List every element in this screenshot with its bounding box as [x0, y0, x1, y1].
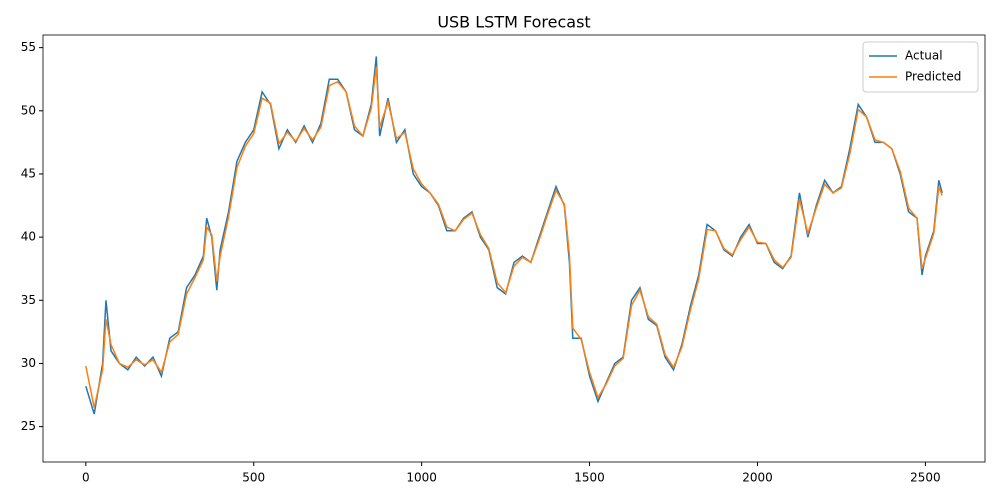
x-tick-label: 2500 — [910, 471, 941, 485]
y-tick-label: 40 — [21, 230, 36, 244]
x-tick-label: 2000 — [742, 471, 773, 485]
x-tick-label: 1000 — [406, 471, 437, 485]
x-tick-label: 500 — [242, 471, 265, 485]
y-tick-label: 55 — [21, 40, 36, 54]
plot-frame — [42, 34, 986, 463]
y-tick-label: 35 — [21, 293, 36, 307]
y-tick-label: 45 — [21, 166, 36, 180]
x-tick-label: 1500 — [574, 471, 605, 485]
chart-title: USB LSTM Forecast — [437, 13, 590, 32]
legend-label: Actual — [905, 49, 943, 63]
legend-box — [862, 41, 979, 93]
legend-label: Predicted — [905, 70, 961, 84]
y-tick-label: 50 — [21, 103, 36, 117]
x-tick-label: 0 — [82, 471, 90, 485]
series-line — [85, 66, 943, 408]
y-tick-label: 30 — [21, 356, 36, 370]
y-tick-label: 25 — [21, 419, 36, 433]
